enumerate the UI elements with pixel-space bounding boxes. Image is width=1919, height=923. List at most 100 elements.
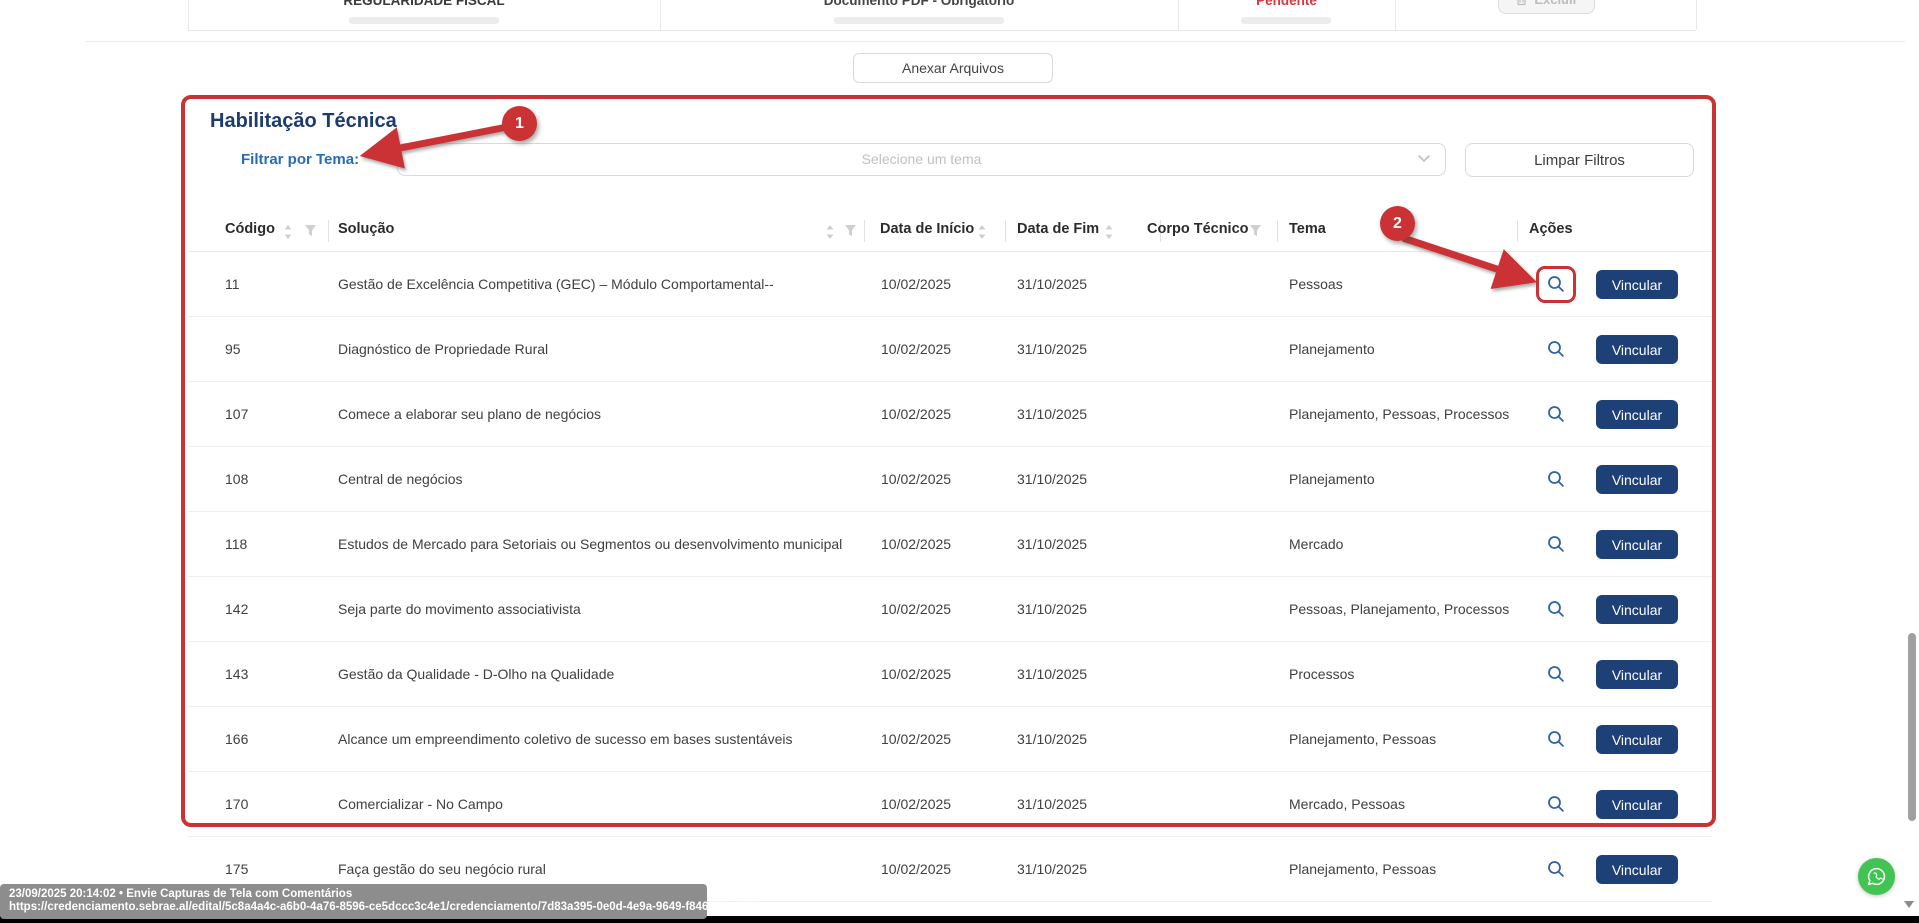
cell-solucao: Comercializar - No Campo xyxy=(338,796,503,812)
cell-data-inicio: 10/02/2025 xyxy=(881,406,952,422)
cell-solucao: Comece a elaborar seu plano de negócios xyxy=(338,406,602,422)
cell-solucao: Seja parte do movimento associativista xyxy=(338,601,581,617)
vincular-button[interactable]: Vincular xyxy=(1596,465,1678,494)
filter-funnel-icon[interactable] xyxy=(844,224,857,237)
header-acoes: Ações xyxy=(1529,221,1573,237)
cell-data-inicio: 10/02/2025 xyxy=(881,601,952,617)
view-details-button[interactable] xyxy=(1546,599,1566,619)
view-details-button[interactable] xyxy=(1546,404,1566,424)
cell-solucao: Faça gestão do seu negócio rural xyxy=(338,861,546,877)
divider xyxy=(1395,0,1396,30)
table-row: 11 Gestão de Excelência Competitiva (GEC… xyxy=(0,252,1919,317)
vincular-button[interactable]: Vincular xyxy=(1596,400,1678,429)
annotation-step-1: 1 xyxy=(502,106,537,141)
view-details-button[interactable] xyxy=(1546,339,1566,359)
view-details-button[interactable] xyxy=(1546,469,1566,489)
theme-select[interactable]: Selecione um tema xyxy=(397,143,1446,176)
cell-codigo: 95 xyxy=(225,341,241,357)
cell-codigo: 11 xyxy=(225,276,240,292)
cell-codigo: 142 xyxy=(225,601,249,617)
sort-icon[interactable] xyxy=(1104,224,1114,240)
table-row: 142 Seja parte do movimento associativis… xyxy=(0,577,1919,642)
delete-button-label: Excluir xyxy=(1534,0,1577,7)
search-icon xyxy=(1548,276,1564,292)
cell-tema: Mercado, Pessoas xyxy=(1289,796,1405,812)
header-solucao[interactable]: Solução xyxy=(338,221,395,237)
view-details-button[interactable] xyxy=(1546,729,1566,749)
vincular-button[interactable]: Vincular xyxy=(1596,725,1678,754)
cell-solucao: Estudos de Mercado para Setoriais ou Seg… xyxy=(338,536,843,552)
cell-solucao: Central de negócios xyxy=(338,471,463,487)
scroll-down-arrow[interactable] xyxy=(1904,901,1914,908)
view-details-button[interactable] xyxy=(1546,794,1566,814)
bottom-bar xyxy=(0,916,1919,923)
cell-data-inicio: 10/02/2025 xyxy=(881,861,952,877)
header-data-fim[interactable]: Data de Fim xyxy=(1017,221,1100,237)
cell-data-inicio: 10/02/2025 xyxy=(881,471,952,487)
chevron-down-icon xyxy=(1418,155,1430,163)
cell-data-fim: 31/10/2025 xyxy=(1017,341,1088,357)
clear-filters-button[interactable]: Limpar Filtros xyxy=(1465,143,1694,177)
search-icon xyxy=(1548,536,1564,552)
view-details-button[interactable] xyxy=(1546,664,1566,684)
vincular-button[interactable]: Vincular xyxy=(1596,335,1678,364)
divider xyxy=(660,0,661,30)
cell-data-fim: 31/10/2025 xyxy=(1017,796,1088,812)
header-divider xyxy=(1005,220,1006,242)
header-data-inicio[interactable]: Data de Início xyxy=(880,221,975,237)
cell-codigo: 170 xyxy=(225,796,249,812)
delete-button[interactable]: Excluir xyxy=(1498,0,1595,14)
cell-tema: Planejamento, Pessoas xyxy=(1289,861,1437,877)
header-tema: Tema xyxy=(1289,221,1326,237)
vincular-button[interactable]: Vincular xyxy=(1596,595,1678,624)
filter-by-theme-label: Filtrar por Tema: xyxy=(241,151,360,168)
requirement-name: REGULARIDADE FISCAL xyxy=(343,0,505,8)
cell-data-inicio: 10/02/2025 xyxy=(881,796,952,812)
filter-funnel-icon[interactable] xyxy=(304,224,317,237)
cell-data-fim: 31/10/2025 xyxy=(1017,666,1088,682)
cell-data-fim: 31/10/2025 xyxy=(1017,471,1088,487)
divider xyxy=(188,0,189,30)
table-row: 170 Comercializar - No Campo 10/02/2025 … xyxy=(0,772,1919,837)
vincular-button[interactable]: Vincular xyxy=(1596,855,1678,884)
status-badge: Pendente xyxy=(1256,0,1317,8)
filter-funnel-icon[interactable] xyxy=(1249,224,1262,237)
header-corpo-tecnico[interactable]: Corpo Técnico xyxy=(1147,221,1249,237)
vincular-button[interactable]: Vincular xyxy=(1596,790,1678,819)
cell-data-fim: 31/10/2025 xyxy=(1017,406,1088,422)
cell-data-fim: 31/10/2025 xyxy=(1017,276,1088,292)
cell-data-inicio: 10/02/2025 xyxy=(881,341,952,357)
cell-data-inicio: 10/02/2025 xyxy=(881,536,952,552)
view-details-button[interactable] xyxy=(1546,859,1566,879)
annotation-highlight-box xyxy=(1536,266,1576,303)
search-icon xyxy=(1548,861,1564,877)
cell-data-fim: 31/10/2025 xyxy=(1017,731,1088,747)
search-icon xyxy=(1548,406,1564,422)
table-body: 11 Gestão de Excelência Competitiva (GEC… xyxy=(0,252,1919,902)
document-requirements-row: REGULARIDADE FISCAL Documento PDF - Obri… xyxy=(0,0,1919,31)
whatsapp-button[interactable] xyxy=(1858,858,1895,895)
cell-tema: Processos xyxy=(1289,666,1355,682)
view-details-button[interactable] xyxy=(1546,274,1566,294)
cell-solucao: Diagnóstico de Propriedade Rural xyxy=(338,341,549,357)
vincular-button[interactable]: Vincular xyxy=(1596,270,1678,299)
card-border xyxy=(86,41,1905,42)
sort-icon[interactable] xyxy=(283,224,293,240)
sort-icon[interactable] xyxy=(977,224,987,240)
header-divider xyxy=(1517,220,1518,242)
table-row: 95 Diagnóstico de Propriedade Rural 10/0… xyxy=(0,317,1919,382)
scrollbar-thumb[interactable] xyxy=(1908,633,1916,821)
sort-icon[interactable] xyxy=(825,224,835,240)
cell-solucao: Alcance um empreendimento coletivo de su… xyxy=(338,731,793,747)
view-details-button[interactable] xyxy=(1546,534,1566,554)
vincular-button[interactable]: Vincular xyxy=(1596,660,1678,689)
vincular-button[interactable]: Vincular xyxy=(1596,530,1678,559)
cell-data-inicio: 10/02/2025 xyxy=(881,731,952,747)
cell-codigo: 175 xyxy=(225,861,249,877)
section-title: Habilitação Técnica xyxy=(210,110,397,132)
header-divider xyxy=(1277,220,1278,242)
attach-files-button[interactable]: Anexar Arquivos xyxy=(853,53,1053,83)
trash-icon xyxy=(1517,0,1527,6)
cell-tema: Mercado xyxy=(1289,536,1344,552)
header-codigo[interactable]: Código xyxy=(225,221,275,237)
